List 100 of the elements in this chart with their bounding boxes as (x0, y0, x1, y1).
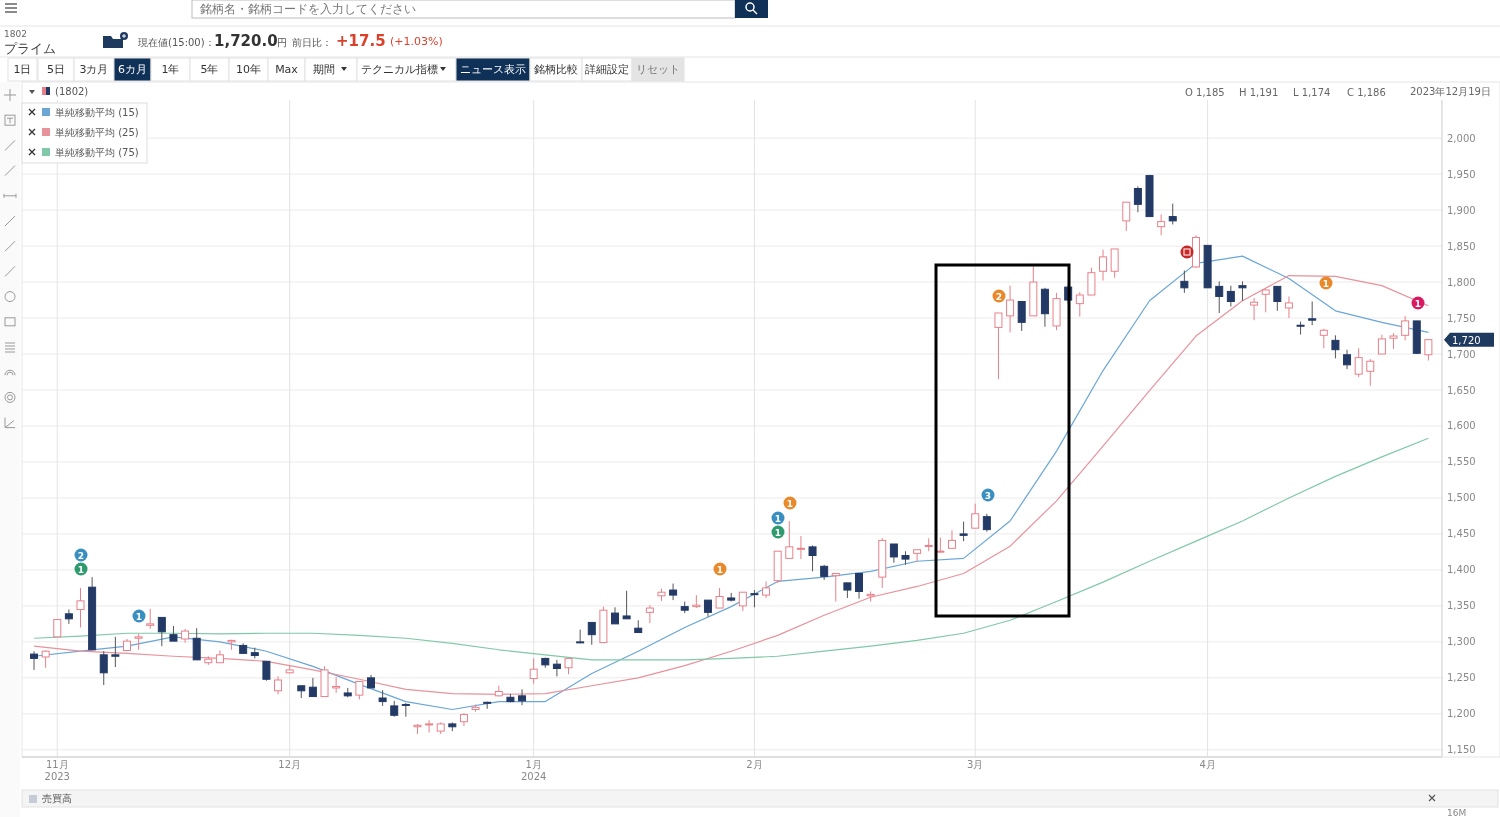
candlestick (1238, 280, 1247, 302)
candlestick (1354, 347, 1363, 378)
text: 1年 (161, 63, 180, 76)
candlestick (76, 587, 85, 628)
candlestick (99, 650, 108, 686)
candlestick (425, 719, 434, 734)
y-tick-label: 1,550 (1447, 456, 1476, 468)
text: L 1,174 (1293, 87, 1331, 98)
candlestick (1017, 300, 1026, 332)
text: 16M (1447, 808, 1467, 817)
text: 期間 (313, 63, 335, 76)
text: 詳細設定 (585, 63, 629, 76)
text: 6カ月 (118, 63, 147, 76)
candlestick (1424, 339, 1433, 361)
legend-label: 単純移動平均 (15) (55, 107, 139, 118)
candlestick (1099, 249, 1108, 282)
text: 2023年12月19日 (1410, 86, 1491, 97)
candlestick (645, 604, 654, 624)
text: 銘柄名・銘柄コードを入力してください (200, 2, 416, 16)
candlestick (669, 583, 678, 601)
candlestick (1343, 349, 1352, 370)
y-tick-label: 1,300 (1447, 636, 1476, 648)
candlestick (1308, 300, 1317, 326)
legend-title: (1802) (55, 86, 89, 97)
x-tick-label: 2月 (746, 759, 763, 770)
candlestick (762, 580, 771, 599)
y-tick-label: 1,700 (1447, 348, 1476, 360)
text: 円 (277, 37, 287, 48)
y-tick-label: 1,500 (1447, 492, 1476, 504)
candlestick (64, 608, 73, 625)
annotation: 1 (786, 498, 794, 509)
candlestick (146, 608, 155, 630)
candlestick (1110, 248, 1119, 279)
y-tick-label: 1,250 (1447, 672, 1476, 684)
text: 1日 (13, 63, 32, 76)
candlestick (959, 521, 968, 542)
text: プライム (4, 41, 56, 56)
text: 3カ月 (79, 63, 109, 76)
candlestick (587, 621, 596, 646)
x-tick-label: 12月 (278, 759, 302, 770)
candlestick (1226, 285, 1235, 308)
candlestick (192, 627, 201, 661)
text: 売買高 (42, 793, 72, 804)
annotation: 1 (135, 611, 143, 622)
candlestick (831, 573, 840, 603)
y-tick-label: 1,200 (1447, 708, 1476, 720)
y-tick-label: 1,750 (1447, 312, 1476, 324)
candlestick (889, 543, 898, 564)
y-tick-label: 1,850 (1447, 240, 1476, 252)
candlestick (552, 659, 561, 677)
candlestick (1250, 297, 1259, 321)
candlestick (1284, 295, 1293, 319)
candlestick (808, 544, 817, 572)
candlestick (994, 312, 1003, 380)
y-tick-label: 1,450 (1447, 528, 1476, 540)
annotation: 1 (774, 513, 782, 524)
candlestick (715, 587, 724, 609)
candlestick (1401, 315, 1410, 341)
y-tick-label: 1,950 (1447, 168, 1476, 180)
text: O 1,185 (1185, 87, 1225, 98)
y-tick-label: 1,600 (1447, 420, 1476, 432)
text: 5年 (200, 63, 219, 76)
x-tick-label: 11月 2023 (44, 759, 70, 782)
annotation: 2 (995, 291, 1003, 302)
candlestick (913, 549, 922, 562)
candlestick (785, 520, 794, 559)
candlestick (111, 636, 120, 668)
y-tick-label: 1,900 (1447, 204, 1476, 216)
candlestick (1261, 288, 1270, 313)
x-tick-label: 1月 2024 (520, 759, 547, 782)
text: C 1,186 (1347, 87, 1386, 98)
annotation: 2 (77, 550, 85, 561)
text: 1,720 (1452, 334, 1481, 346)
text: +17.5 (336, 32, 386, 50)
candlestick (308, 677, 317, 698)
annotation: 1 (774, 527, 782, 538)
text: 1,720.0 (214, 32, 278, 50)
candlestick (1133, 185, 1142, 213)
x-tick-label: 4月 (1199, 759, 1216, 770)
candlestick (1168, 203, 1177, 225)
candlestick (262, 660, 271, 682)
text: H 1,191 (1239, 87, 1279, 98)
candlestick (1087, 267, 1096, 296)
candlestick (622, 590, 631, 620)
candlestick (332, 676, 341, 694)
text: (+1.03%) (390, 35, 443, 48)
candlestick (1215, 280, 1224, 314)
candlestick (866, 590, 875, 603)
candlestick (855, 573, 864, 600)
legend-label: 単純移動平均 (25) (55, 127, 139, 138)
legend-label: 単純移動平均 (75) (55, 147, 139, 158)
candlestick (1377, 334, 1386, 355)
text: 5日 (47, 63, 65, 76)
line-series (33, 437, 1429, 661)
text: リセット (636, 63, 680, 76)
candlestick (576, 629, 585, 644)
candlestick (1366, 358, 1375, 387)
x-tick-label: 3月 (967, 759, 984, 770)
candlestick (1006, 285, 1015, 333)
candlestick (947, 529, 956, 549)
